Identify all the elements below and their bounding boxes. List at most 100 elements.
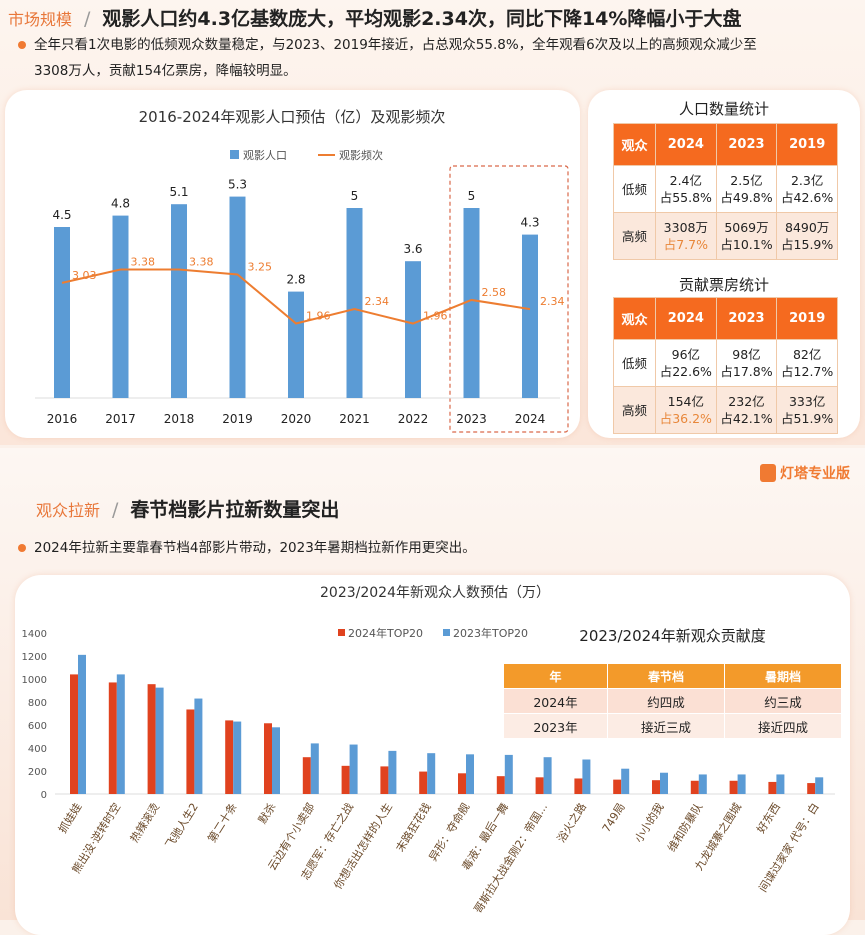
x-tick-label: 浴火之路 <box>554 800 589 845</box>
share-value: 占51.9% <box>781 411 834 426</box>
table-cell: 154亿 占36.2% <box>655 386 717 434</box>
count-value: 2.3亿 <box>790 173 824 188</box>
bullet-line: 全年只看1次电影的低频观众数量稳定，与2023、2019年接近，占总观众55.8… <box>34 37 757 53</box>
bar-2023 <box>194 698 203 794</box>
bar-population <box>112 215 129 398</box>
row-label: 高频 <box>613 386 656 434</box>
bar-2023 <box>466 754 474 794</box>
y-tick-label: 1000 <box>22 675 47 686</box>
share-value: 占55.8% <box>659 190 712 205</box>
table-header: 2023 <box>715 297 778 340</box>
line-data-label: 3.38 <box>189 256 214 269</box>
table-cell: 约三成 <box>723 688 843 714</box>
x-tick-label: 抓娃娃 <box>55 800 84 835</box>
new-audience-chart: 2023/2024年新观众人数预估（万） 0 200 400 600 800 1000 120… <box>22 585 835 916</box>
y-tick-label: 600 <box>28 721 47 732</box>
share-value: 占42.6% <box>781 190 834 205</box>
x-tick-label: 维和防暴队 <box>664 800 705 854</box>
chart-title: 2023/2024年新观众人数预估（万） <box>320 585 550 601</box>
bullet-dot-icon <box>18 41 26 49</box>
x-tick-label: 2019 <box>222 412 253 426</box>
table-header: 年 <box>503 663 608 689</box>
legend-swatch-2024 <box>338 629 345 636</box>
bar-2023 <box>116 674 125 794</box>
table-cell: 232亿 占42.1% <box>715 386 778 434</box>
row-label: 高频 <box>613 212 656 260</box>
x-tick-label: 2016 <box>47 412 78 426</box>
share-value: 占15.9% <box>781 237 834 252</box>
count-value: 96亿 <box>671 347 701 362</box>
bar-data-label: 5.1 <box>169 185 188 199</box>
table-cell: 约四成 <box>606 688 725 714</box>
bar-2023 <box>543 757 552 794</box>
bar-2024 <box>458 773 466 794</box>
table-cell: 接近三成 <box>606 713 725 739</box>
line-data-label: 3.38 <box>131 256 156 269</box>
bar-2024 <box>264 723 272 794</box>
logo-text: 灯塔专业版 <box>780 466 850 482</box>
table-cell: 98亿 占17.8% <box>715 339 778 387</box>
bar-data-label: 5 <box>351 189 359 203</box>
x-tick-label: 2017 <box>105 412 136 426</box>
x-tick-label: 末路狂花钱 <box>393 800 434 854</box>
bar-2024 <box>768 781 777 794</box>
legend-label: 2024年TOP20 <box>348 626 423 640</box>
x-tick-label: 2021 <box>339 412 370 426</box>
share-value: 占49.8% <box>720 190 773 205</box>
new-audience-chart-card: 2023/2024年新观众人数预估（万） 0 200 400 600 800 1000 120… <box>15 575 850 935</box>
bar-2024 <box>690 780 699 794</box>
x-tick-label: 哥斯拉大战金刚2：帝国... <box>471 800 550 916</box>
table-cell: 2023年 <box>503 713 608 739</box>
bar-data-label: 5 <box>468 189 476 203</box>
table-cell: 接近四成 <box>723 713 843 739</box>
x-tick-label: 异形：夺命舰 <box>426 800 473 863</box>
bullet-line: 3308万人，贡献154亿票房，降幅较明显。 <box>34 63 297 79</box>
bar-2023 <box>660 772 668 794</box>
line-data-label: 3.03 <box>72 269 97 282</box>
bar-2024 <box>729 780 738 794</box>
table-cell: 5069万 占10.1% <box>715 212 778 260</box>
table-cell: 2.5亿 占49.8% <box>715 165 778 213</box>
boxoffice-table: 观众 2024 2023 2019 低频 96亿 占22.6% 98亿 占17.8% 82亿 占12… <box>613 297 838 434</box>
table-header: 2023 <box>715 123 778 166</box>
bar-population <box>463 208 480 398</box>
section-title: 观影人口约4.3亿基数庞大，平均观影2.34次，同比下降14%降幅小于大盘 <box>102 8 742 30</box>
bar-2024 <box>574 778 583 794</box>
x-tick-label: 第二十条 <box>205 800 240 845</box>
bar-2023 <box>815 777 824 794</box>
section-title: 春节档影片拉新数量突出 <box>130 499 340 521</box>
x-tick-label: 默杀 <box>255 800 279 826</box>
legend-label: 观影频次 <box>339 148 383 162</box>
share-value: 占22.6% <box>659 364 712 379</box>
bar-2023 <box>621 768 630 794</box>
bar-population <box>405 261 421 398</box>
contribution-table-title: 2023/2024年新观众贡献度 <box>579 627 766 645</box>
bar-2023 <box>272 727 280 794</box>
bullet-text: 全年只看1次电影的低频观众数量稳定，与2023、2019年接近，占总观众55.8… <box>18 32 864 84</box>
y-tick-label: 200 <box>28 767 47 778</box>
share-value: 占17.8% <box>720 364 773 379</box>
population-table: 观众 2024 2023 2019 低频 2.4亿 占55.8% 2.5亿 占49.8% 2.3亿… <box>613 123 838 260</box>
bar-2023 <box>155 687 164 794</box>
table-header: 2024 <box>655 297 717 340</box>
table-header: 2019 <box>776 123 838 166</box>
legend-swatch-2023 <box>443 629 450 636</box>
bar-2024 <box>807 783 816 794</box>
x-tick-label: 小小的我 <box>631 800 666 845</box>
bar-population <box>171 204 187 398</box>
table-row: 低频 2.4亿 占55.8% 2.5亿 占49.8% 2.3亿 占42.6% <box>613 165 838 213</box>
bar-data-label: 4.3 <box>520 216 539 230</box>
bar-population <box>346 208 363 398</box>
count-value: 5069万 <box>724 220 769 235</box>
row-label: 低频 <box>613 339 656 387</box>
line-data-label: 3.25 <box>248 261 273 274</box>
x-tick-label: 飞驰人生2 <box>162 800 201 851</box>
logo-icon <box>760 464 776 482</box>
dengta-logo: 灯塔专业版 <box>760 463 850 483</box>
bar-2024 <box>419 771 428 794</box>
table-header: 观众 <box>613 123 656 166</box>
bar-data-label: 5.3 <box>228 178 247 192</box>
bar-2023 <box>776 774 785 794</box>
bar-2023 <box>427 753 436 794</box>
